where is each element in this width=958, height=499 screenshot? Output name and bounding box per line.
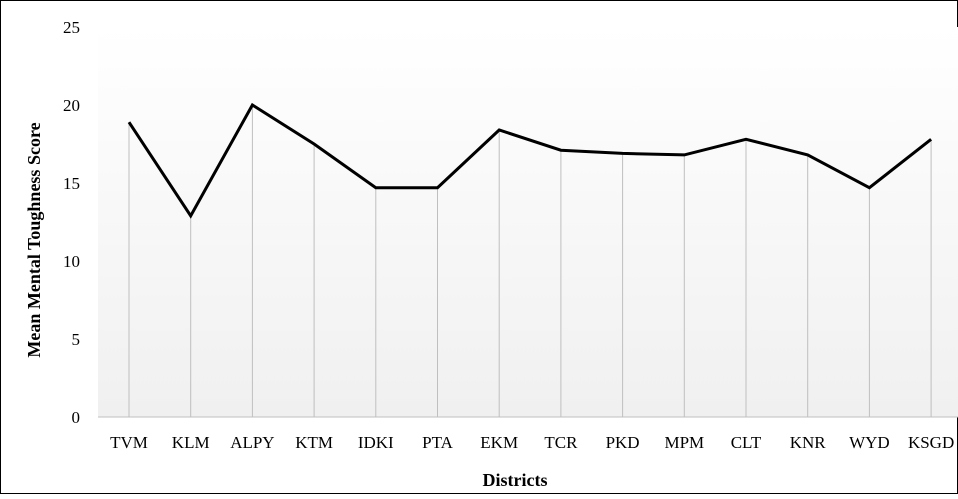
- x-tick-label-klm: KLM: [172, 433, 210, 452]
- y-tick-label-25: 25: [63, 18, 80, 37]
- x-tick-label-tcr: TCR: [544, 433, 578, 452]
- x-tick-label-ekm: EKM: [480, 433, 518, 452]
- y-tick-label-10: 10: [63, 252, 80, 271]
- x-tick-label-mpm: MPM: [664, 433, 704, 452]
- x-tick-label-ktm: KTM: [295, 433, 333, 452]
- gridlines: [128, 105, 932, 417]
- y-tick-label-20: 20: [63, 96, 80, 115]
- series-line: [127, 102, 933, 219]
- x-tick-label-pkd: PKD: [606, 433, 640, 452]
- plot-area: [98, 27, 958, 417]
- x-tick-label-idki: IDKI: [358, 433, 394, 452]
- y-axis-title: Mean Mental Toughness Score: [24, 122, 44, 357]
- y-tick-label-15: 15: [63, 174, 80, 193]
- x-tick-label-clt: CLT: [731, 433, 762, 452]
- y-tick-label-5: 5: [72, 330, 81, 349]
- x-tick-label-alpy: ALPY: [230, 433, 274, 452]
- x-axis-title: Districts: [483, 470, 548, 490]
- x-tick-label-wyd: WYD: [849, 433, 890, 452]
- y-tick-label-0: 0: [72, 408, 81, 427]
- x-tick-label-tvm: TVM: [110, 433, 148, 452]
- x-tick-label-ksgd: KSGD: [908, 433, 954, 452]
- x-tick-label-knr: KNR: [790, 433, 827, 452]
- x-axis-ticks: TVM KLM ALPY KTM IDKI PTA EKM TCR PKD MPM CLT KNR WY…: [110, 433, 954, 452]
- x-tick-label-pta: PTA: [422, 433, 453, 452]
- y-axis-ticks: 0 5 10 15 20 25: [63, 18, 80, 427]
